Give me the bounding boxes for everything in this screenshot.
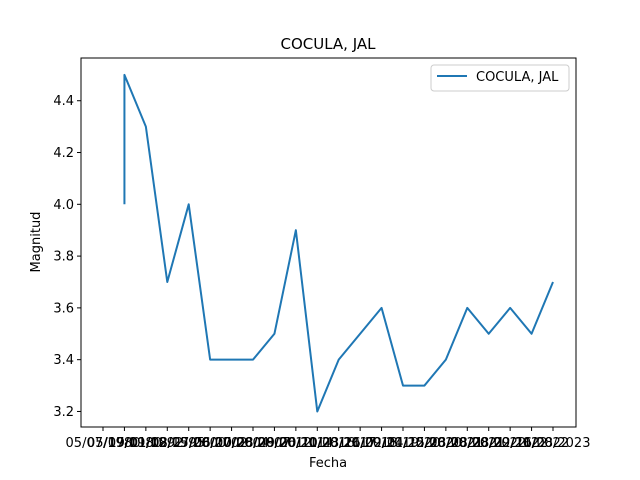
x-tick-label: 29/06/2014 (258, 436, 333, 451)
x-tick-label: 26/09/2019 (344, 436, 419, 451)
y-axis-label: Magnitud (29, 212, 44, 273)
series-layer (123, 73, 554, 413)
legend: COCULA, JAL (430, 64, 570, 92)
y-tick-label: 3.2 (53, 405, 74, 420)
x-tick-label: 10/06/2007 (216, 436, 291, 451)
plot-area: 3.2 3.4 3.6 3.8 4.0 4.2 4.4 05/07/198005/07/19… (53, 57, 591, 451)
x-tick-label: 06/07/2004 (194, 436, 269, 451)
x-tick-label: 22/11/2022 (494, 436, 569, 451)
plot-frame (80, 57, 577, 428)
x-tick-label: 20/11/2016 (280, 436, 355, 451)
x-axis: 05/07/198005/07/198019/01/199201/02/1995… (66, 427, 591, 451)
x-tick-label: 10/08/2017 (301, 436, 376, 451)
x-tick-label: 27/08/2002 (173, 436, 248, 451)
y-tick-label: 4.0 (53, 198, 74, 213)
x-tick-label: 23/08/2021 (430, 436, 505, 451)
x-tick-label: 16/08/2023 (516, 436, 591, 451)
y-tick-label: 4.2 (53, 146, 74, 161)
x-tick-label: 28/08/2022 (451, 436, 526, 451)
x-tick-label: 19/01/1992 (108, 436, 183, 451)
x-tick-label: 04/12/2020 (387, 436, 462, 451)
legend-label: COCULA, JAL (476, 70, 559, 85)
x-tick-label: 05/07/1980 (66, 436, 141, 451)
x-tick-label: 05/07/1980 (87, 436, 162, 451)
x-axis-label: Fecha (309, 456, 347, 471)
y-tick-label: 3.8 (53, 250, 74, 265)
y-axis: 3.2 3.4 3.6 3.8 4.0 4.2 4.4 (53, 94, 81, 420)
y-tick-label: 3.6 (53, 301, 74, 316)
x-tick-label: 28/08/2012 (237, 436, 312, 451)
x-tick-label: 15/06/2021 (408, 436, 483, 451)
series-line (123, 73, 554, 413)
legend-box (430, 64, 570, 92)
x-tick-label: 01/02/1995 (130, 436, 205, 451)
y-tick-label: 4.4 (53, 94, 74, 109)
chart-title: COCULA, JAL (280, 35, 376, 53)
x-tick-label: 23/11/2018 (323, 436, 398, 451)
x-tick-label: 28/09/2022 (473, 436, 548, 451)
y-tick-label: 3.4 (53, 353, 74, 368)
x-tick-label: 08/05/2000 (151, 436, 226, 451)
x-tick-label: 02/11/2020 (366, 436, 441, 451)
